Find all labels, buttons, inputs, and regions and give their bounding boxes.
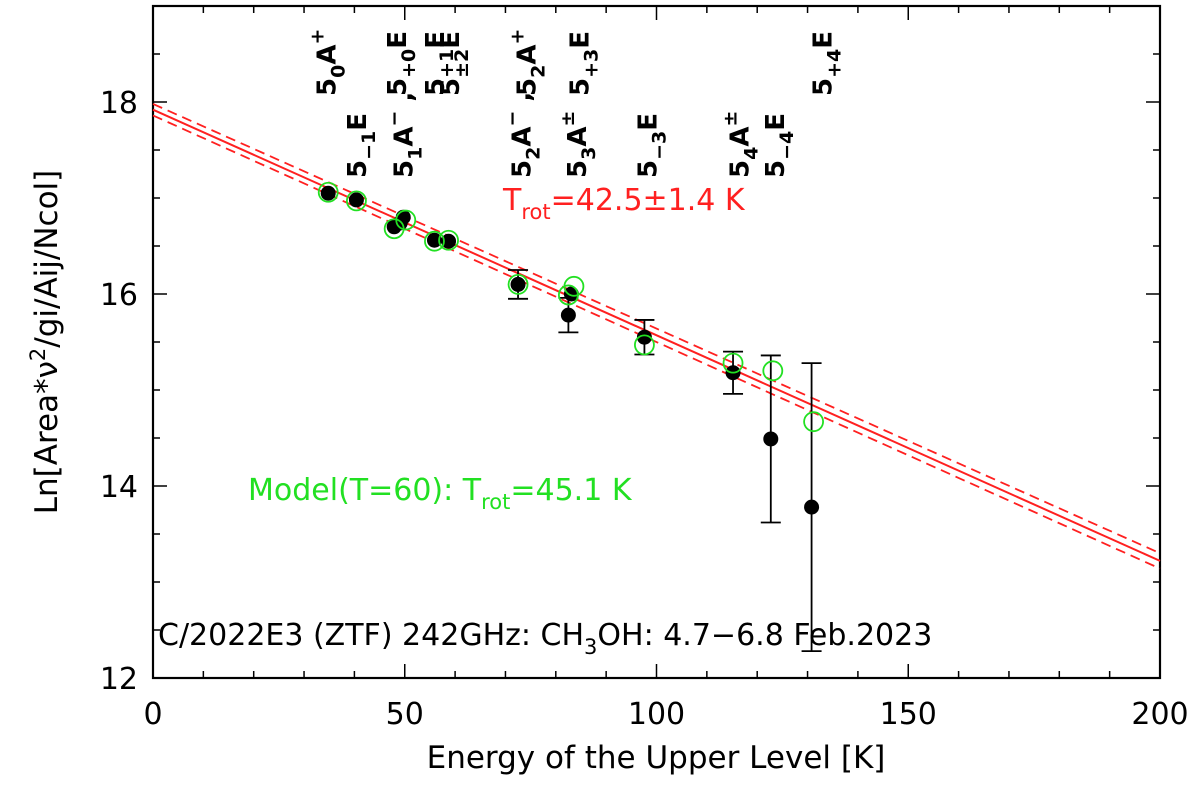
model-point	[634, 334, 655, 356]
model-point	[438, 229, 459, 251]
model-point	[803, 411, 824, 433]
fit-lines	[152, 103, 1161, 570]
observed-point	[441, 233, 457, 249]
model-result-annotation: Model(T=60): Trot=45.1 K	[248, 473, 633, 514]
transition-label: 53A±	[557, 111, 600, 178]
transition-label: 50A+	[307, 29, 350, 96]
axis-ticks	[152, 5, 1161, 679]
model-point	[424, 230, 445, 252]
model-point	[762, 360, 784, 382]
x-tick-label: 150	[880, 697, 937, 732]
transition-label: 52A+	[507, 29, 550, 96]
transition-label: 5−1E	[343, 113, 380, 178]
observed-points	[320, 185, 820, 515]
model-point	[395, 209, 417, 231]
x-tick-label: 200	[1131, 697, 1188, 732]
model-point	[722, 352, 744, 374]
observed-point	[320, 185, 336, 201]
x-tick-label: 100	[628, 697, 685, 732]
model-point	[563, 275, 585, 297]
y-tick-label: 14	[100, 470, 138, 505]
model-points	[317, 181, 824, 433]
transition-label: 5±2E	[436, 31, 473, 96]
observed-point	[636, 329, 652, 345]
transition-label: 51A− ,	[384, 92, 427, 178]
transition-label: 5−3E	[633, 113, 670, 178]
observed-point	[560, 307, 576, 323]
y-tick-labels: 12 14 16 18	[100, 86, 138, 697]
observed-point	[804, 499, 820, 515]
observed-point	[510, 276, 526, 292]
x-tick-label: 0	[143, 697, 162, 732]
transition-label: 5+4E	[809, 31, 846, 96]
chart-title: C/2022E3 (ZTF) 242GHz: CH3OH: 4.7−6.8 Fe…	[158, 618, 932, 659]
error-bars	[508, 269, 822, 653]
observed-point	[563, 286, 579, 302]
y-tick-label: 18	[100, 86, 138, 121]
observed-point	[763, 431, 779, 447]
fit-line	[152, 108, 1161, 562]
x-axis-title: Energy of the Upper Level [K]	[427, 740, 886, 776]
observed-point	[426, 232, 442, 248]
transition-label: 52A− ,	[502, 92, 545, 178]
fit-lower-bound	[152, 114, 1161, 570]
transition-label: 54A±	[720, 111, 763, 178]
fit-upper-bound	[152, 103, 1161, 555]
y-tick-label: 12	[100, 662, 138, 697]
x-tick-label: 50	[386, 697, 424, 732]
fit-result-annotation: Trot=42.5±1.4 K	[502, 183, 746, 224]
transition-label: 5−4E	[761, 113, 798, 178]
transition-label: 5+0E	[383, 31, 420, 96]
model-point	[317, 181, 339, 203]
y-axis-title: Ln[Area*ν2/gi/Aij/Ncol]	[26, 170, 65, 515]
transition-label: 5+1E	[421, 31, 458, 96]
observed-point	[348, 192, 364, 208]
transition-label: 5+3E	[565, 31, 602, 96]
y-tick-label: 16	[100, 278, 138, 313]
model-point	[507, 273, 529, 295]
observed-point	[395, 209, 411, 225]
model-point	[346, 190, 367, 212]
x-tick-labels: 0 50 100 150 200	[143, 697, 1188, 732]
